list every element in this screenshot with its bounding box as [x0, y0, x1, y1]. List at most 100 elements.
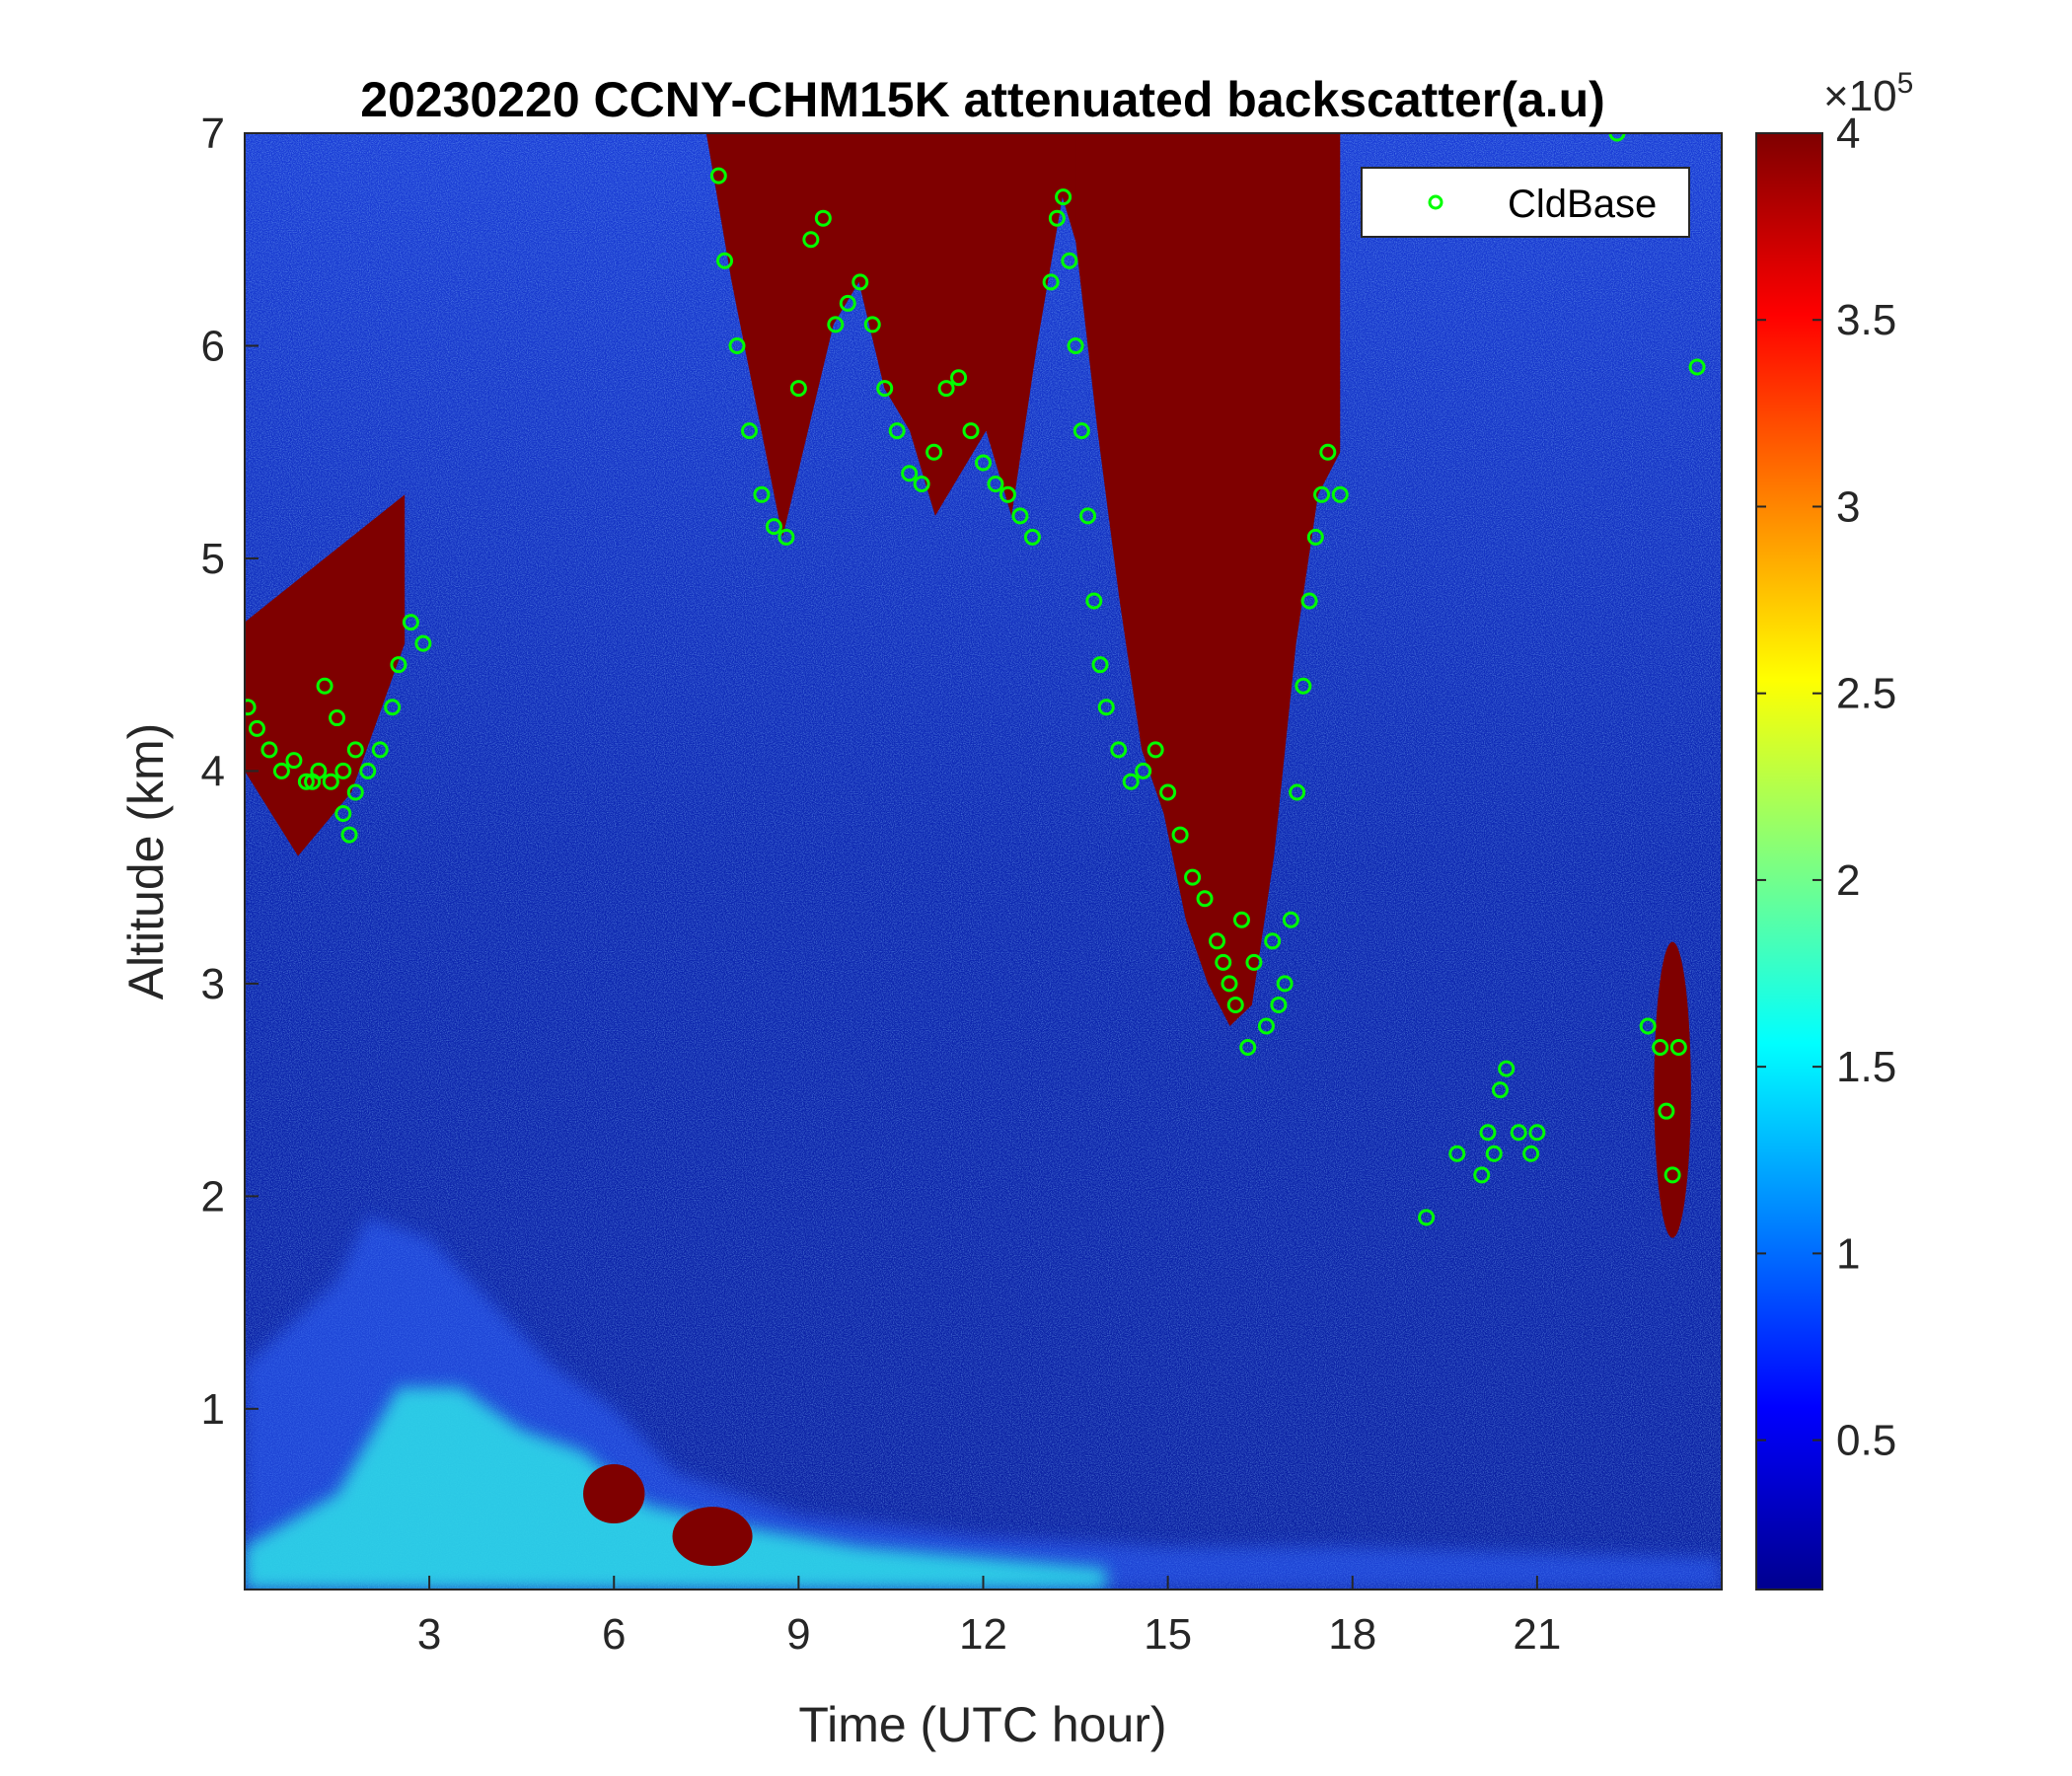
cldbase-point-46: [999, 485, 1016, 503]
cldbase-point-96: [1608, 133, 1626, 142]
plot-area: [244, 132, 1723, 1591]
cldbase-point-64: [1171, 826, 1189, 844]
colorbar-tick-label-7: 4: [1836, 110, 1860, 158]
cldbase-point-97: [1639, 1017, 1657, 1035]
cldbase-point-90: [1485, 1145, 1503, 1162]
cldbase-point-27: [765, 518, 782, 536]
cldbase-point-69: [1226, 996, 1244, 1013]
cldbase-point-45: [987, 476, 1004, 493]
cldbase-point-54: [1073, 422, 1090, 440]
cldbase-point-42: [950, 369, 968, 387]
cldbase-point-58: [1097, 699, 1115, 716]
cldbase-point-50: [1048, 209, 1066, 227]
legend: CldBase: [1361, 167, 1690, 238]
cldbase-point-28: [777, 528, 795, 546]
colorbar-multiplier-base: ×10: [1823, 72, 1897, 120]
chart-title: 20230220 CCNY-CHM15K attenuated backscat…: [360, 72, 1605, 127]
cldbase-point-35: [863, 316, 881, 333]
cloud-feature-5: [672, 1507, 753, 1567]
cldbase-point-44: [975, 454, 992, 472]
legend-label-cldbase: CldBase: [1508, 183, 1657, 226]
cldbase-point-66: [1196, 890, 1214, 908]
cldbase-point-10: [304, 773, 322, 790]
cldbase-point-60: [1122, 773, 1140, 790]
cldbase-point-65: [1184, 868, 1202, 886]
cldbase-point-14: [340, 826, 358, 844]
y-tick-label-5: 5: [201, 535, 225, 583]
cldbase-point-61: [1135, 762, 1152, 779]
cldbase-point-87: [1448, 1145, 1466, 1162]
cldbase-point-93: [1510, 1124, 1527, 1142]
cldbase-point-51: [1055, 188, 1073, 206]
cldbase-point-20: [402, 614, 419, 631]
x-tick-label-12: 12: [959, 1610, 1007, 1659]
cldbase-point-22: [709, 167, 727, 185]
cldbase-point-33: [839, 294, 856, 312]
cldbase-point-94: [1522, 1145, 1540, 1162]
cldbase-point-59: [1110, 741, 1128, 759]
cldbase-point-23: [716, 252, 734, 269]
cldbase-point-76: [1295, 677, 1312, 695]
cldbase-point-37: [888, 422, 906, 440]
cldbase-point-13: [334, 805, 352, 823]
cldbase-point-31: [814, 209, 832, 227]
cldbase-point-9: [346, 783, 364, 801]
colorbar-tick-label-4: 2.5: [1836, 670, 1896, 718]
x-axis-label: Time (UTC hour): [798, 1697, 1166, 1752]
cldbase-point-86: [1418, 1209, 1436, 1226]
cldbase-point-7: [322, 773, 339, 790]
colorbar-tick-label-0: 0.5: [1836, 1417, 1896, 1465]
cldbase-point-52: [1061, 252, 1078, 269]
cloud-feature-4: [583, 1464, 645, 1524]
boundary-layer-high: [245, 1387, 1107, 1590]
cloud-feature-1: [705, 133, 1088, 538]
y-axis-label: Altitude (km): [118, 723, 174, 1000]
cldbase-point-34: [851, 273, 869, 291]
cldbase-point-95: [1528, 1124, 1546, 1142]
cldbase-point-63: [1159, 783, 1177, 801]
cloud-feature-3: [1654, 941, 1691, 1238]
x-tick-label-9: 9: [786, 1610, 810, 1659]
cldbase-point-40: [925, 443, 943, 461]
colorbar-multiplier-exp: 5: [1897, 67, 1914, 100]
cldbase-point-80: [1319, 443, 1337, 461]
cldbase-point-26: [753, 485, 771, 503]
cldbase-point-100: [1664, 1166, 1681, 1184]
cldbase-point-77: [1300, 592, 1318, 610]
cldbase-point-83: [1276, 975, 1294, 993]
cldbase-point-56: [1085, 592, 1103, 610]
cldbase-point-99: [1658, 1102, 1675, 1120]
heatmap-features: [245, 133, 1722, 1590]
y-tick-label-7: 7: [201, 110, 225, 158]
x-tick-label-15: 15: [1144, 1610, 1192, 1659]
cldbase-point-41: [937, 380, 955, 398]
cldbase-point-0: [245, 699, 257, 716]
cldbase-point-39: [913, 476, 930, 493]
cldbase-point-25: [740, 422, 758, 440]
legend-marker-cldbase: [1428, 194, 1443, 210]
cldbase-point-74: [1282, 911, 1299, 928]
colorbar-tick-label-1: 1: [1836, 1229, 1860, 1278]
cldbase-point-73: [1270, 996, 1288, 1013]
cloud-feature-2: [1075, 133, 1341, 1026]
cldbase-point-3: [272, 762, 290, 779]
cldbase-point-43: [962, 422, 980, 440]
cldbase-point-89: [1479, 1124, 1497, 1142]
cldbase-point-82: [1239, 1039, 1257, 1057]
y-tick-label-4: 4: [201, 747, 225, 795]
cldbase-point-75: [1289, 783, 1306, 801]
x-tick-label-18: 18: [1328, 1610, 1376, 1659]
colorbar-ticks: 0.5 1 1.5 2 2.5 3 3.5 4: [1756, 110, 1896, 1465]
cldbase-point-5: [297, 773, 315, 790]
cldbase-point-55: [1079, 507, 1097, 525]
colorbar-multiplier: ×105: [1823, 67, 1913, 120]
x-tick-label-6: 6: [602, 1610, 626, 1659]
cldbase-point-79: [1313, 485, 1331, 503]
cldbase-point-78: [1306, 528, 1324, 546]
colorbar-tick-label-5: 3: [1836, 482, 1860, 531]
cldbase-point-68: [1221, 975, 1238, 993]
y-axis: 1 2 3 4 5 6 7: [201, 110, 259, 1434]
y-tick-label-1: 1: [201, 1385, 225, 1434]
cldbase-point-102: [1688, 358, 1706, 376]
